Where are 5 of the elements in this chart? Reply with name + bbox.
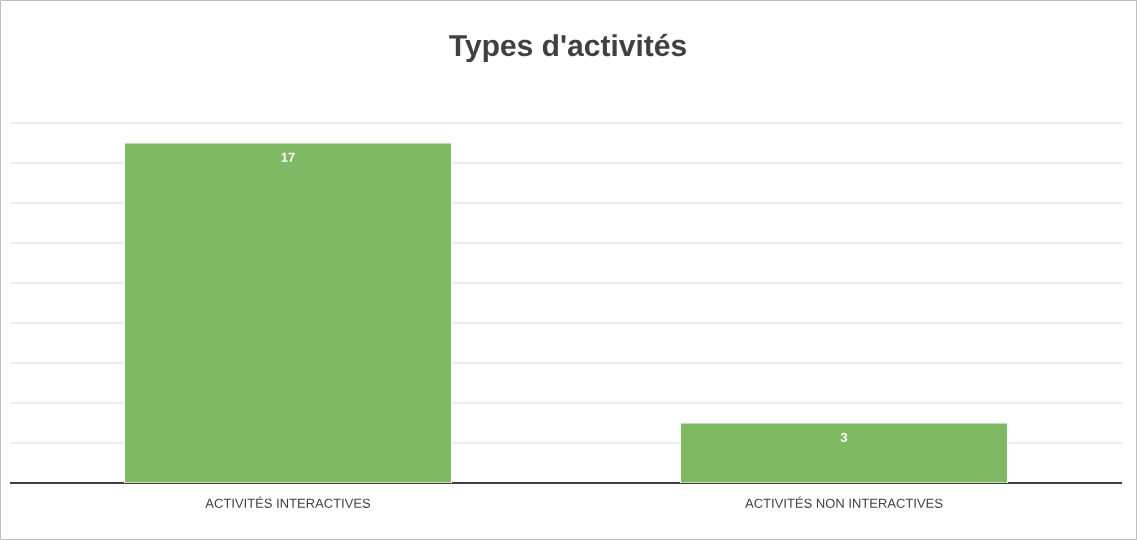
x-tick-label: ACTIVITÉS INTERACTIVES bbox=[205, 496, 371, 508]
data-label: 3 bbox=[840, 432, 848, 443]
x-tick-label: ACTIVITÉS NON INTERACTIVES bbox=[745, 496, 943, 508]
data-label: 17 bbox=[281, 152, 295, 162]
chart-title: Types d'activités bbox=[449, 33, 686, 63]
